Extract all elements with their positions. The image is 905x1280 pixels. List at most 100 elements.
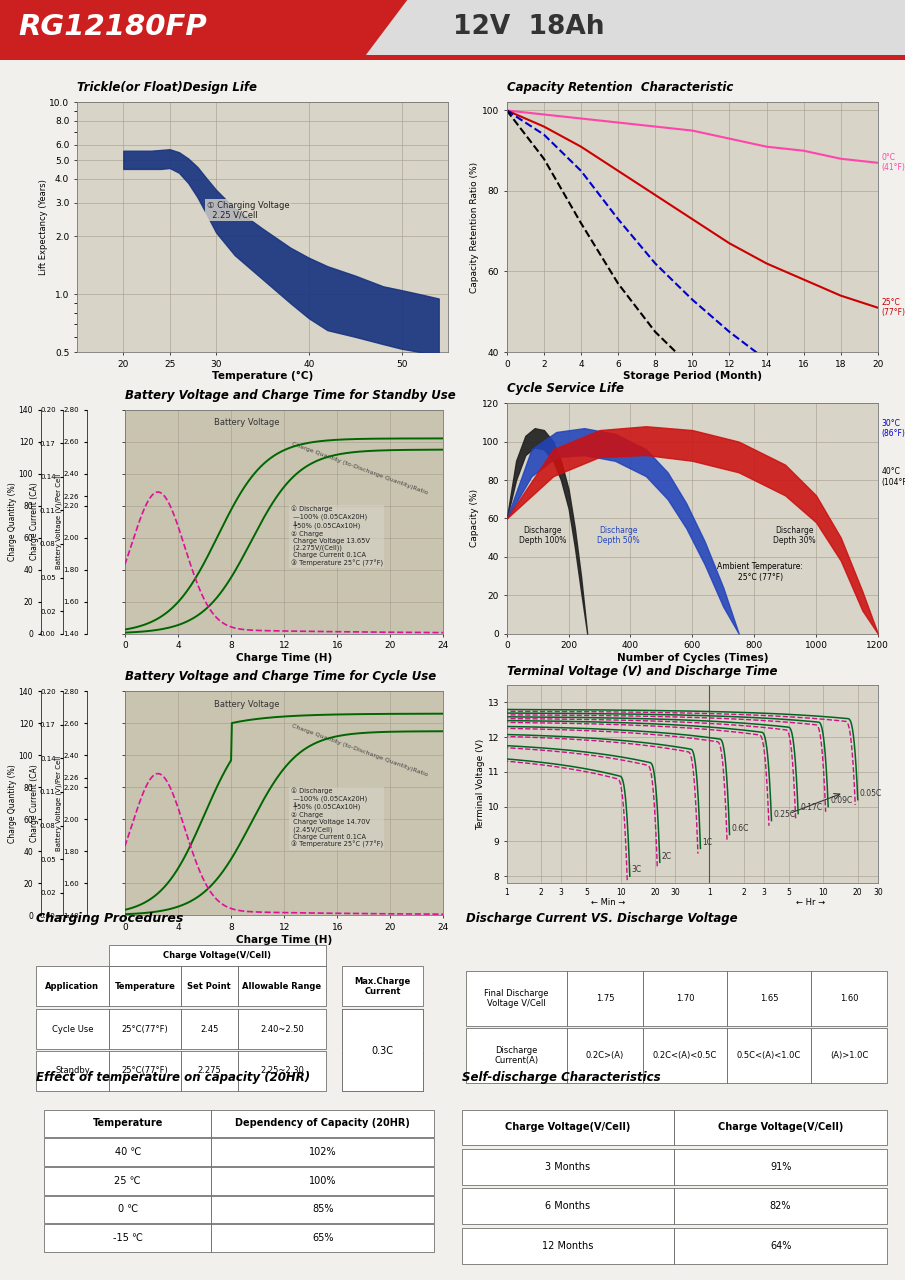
Text: 2.25~2.30: 2.25~2.30 (260, 1066, 304, 1075)
Text: 3C: 3C (632, 865, 642, 874)
FancyBboxPatch shape (567, 972, 643, 1027)
Text: Charge Voltage(V/Cell): Charge Voltage(V/Cell) (164, 951, 272, 960)
Text: 2.45: 2.45 (200, 1025, 219, 1034)
Text: 0.25C: 0.25C (774, 810, 795, 819)
Y-axis label: Battery Voltage (V)/Per Cell: Battery Voltage (V)/Per Cell (55, 474, 62, 570)
Text: 30: 30 (671, 888, 680, 897)
Text: Battery Voltage: Battery Voltage (214, 419, 280, 428)
Text: Charge Voltage(V/Cell): Charge Voltage(V/Cell) (718, 1123, 843, 1133)
FancyBboxPatch shape (237, 966, 326, 1006)
Text: Battery Voltage and Charge Time for Cycle Use: Battery Voltage and Charge Time for Cycl… (125, 671, 436, 684)
FancyBboxPatch shape (181, 1051, 237, 1091)
Text: ← Hr →: ← Hr → (796, 897, 825, 906)
Text: 0.6C: 0.6C (731, 824, 748, 833)
FancyBboxPatch shape (674, 1188, 887, 1224)
FancyBboxPatch shape (44, 1110, 212, 1137)
Text: Set Point: Set Point (187, 982, 232, 991)
Text: 2.275: 2.275 (197, 1066, 221, 1075)
Text: 0.3C: 0.3C (372, 1046, 394, 1056)
Text: 6 Months: 6 Months (546, 1201, 590, 1211)
Y-axis label: Capacity (%): Capacity (%) (470, 489, 479, 548)
X-axis label: Storage Period (Month): Storage Period (Month) (623, 371, 762, 381)
FancyBboxPatch shape (237, 1010, 326, 1050)
Text: Discharge
Depth 100%: Discharge Depth 100% (519, 526, 566, 545)
Text: 1.65: 1.65 (760, 995, 778, 1004)
Text: Discharge
Depth 30%: Discharge Depth 30% (773, 526, 815, 545)
Y-axis label: Lift Expectancy (Years): Lift Expectancy (Years) (39, 179, 48, 275)
X-axis label: Charge Time (H): Charge Time (H) (236, 653, 332, 663)
Text: (A)>1.0C: (A)>1.0C (830, 1051, 868, 1060)
Text: Terminal Voltage (V) and Discharge Time: Terminal Voltage (V) and Discharge Time (507, 664, 777, 678)
Text: 0.2C>(A): 0.2C>(A) (586, 1051, 624, 1060)
Text: 25°C
(77°F): 25°C (77°F) (881, 298, 905, 317)
Text: ① Discharge
 —100% (0.05CAx20H)
 ╄50% (0.05CAx10H)
② Charge
 Charge Voltage 13.6: ① Discharge —100% (0.05CAx20H) ╄50% (0.0… (291, 506, 383, 567)
FancyBboxPatch shape (567, 1028, 643, 1083)
FancyBboxPatch shape (212, 1224, 434, 1252)
Y-axis label: Terminal Voltage (V): Terminal Voltage (V) (476, 739, 485, 829)
Text: 3: 3 (761, 888, 767, 897)
Text: 64%: 64% (770, 1240, 791, 1251)
Text: ← Min →: ← Min → (591, 897, 625, 906)
Text: 0.17C: 0.17C (800, 803, 822, 812)
X-axis label: Number of Cycles (Times): Number of Cycles (Times) (616, 653, 768, 663)
FancyBboxPatch shape (727, 972, 811, 1027)
Text: Charging Procedures: Charging Procedures (36, 911, 184, 925)
Text: 100%: 100% (310, 1176, 337, 1185)
FancyBboxPatch shape (462, 1228, 674, 1263)
Text: Max.Charge
Current: Max.Charge Current (355, 977, 411, 996)
Text: 2.40~2.50: 2.40~2.50 (260, 1025, 304, 1034)
Text: 102%: 102% (310, 1147, 337, 1157)
Text: Standby: Standby (55, 1066, 90, 1075)
Polygon shape (0, 0, 407, 60)
Text: 0°C
(41°F): 0°C (41°F) (881, 154, 905, 173)
Text: 65%: 65% (312, 1233, 334, 1243)
Text: 1C: 1C (702, 837, 712, 846)
Text: Application: Application (45, 982, 100, 991)
FancyBboxPatch shape (466, 1028, 567, 1083)
Text: 2: 2 (538, 888, 544, 897)
Text: 30: 30 (873, 888, 882, 897)
FancyBboxPatch shape (342, 1010, 423, 1050)
Text: ① Charging Voltage
  2.25 V/Cell: ① Charging Voltage 2.25 V/Cell (207, 201, 290, 220)
FancyBboxPatch shape (36, 966, 109, 1006)
FancyBboxPatch shape (643, 972, 727, 1027)
Text: 12V  18Ah: 12V 18Ah (452, 14, 604, 40)
Text: Self-discharge Characteristics: Self-discharge Characteristics (462, 1071, 660, 1084)
Text: 40°C
(104°F): 40°C (104°F) (881, 467, 905, 486)
Text: 2: 2 (741, 888, 746, 897)
FancyBboxPatch shape (36, 1010, 109, 1050)
FancyBboxPatch shape (36, 1051, 109, 1091)
Text: 1: 1 (707, 888, 712, 897)
Y-axis label: Charge Quantity (%): Charge Quantity (%) (8, 483, 17, 561)
Text: Temperature: Temperature (92, 1119, 163, 1129)
Text: 25 ℃: 25 ℃ (114, 1176, 141, 1185)
Text: Charge Voltage(V/Cell): Charge Voltage(V/Cell) (505, 1123, 631, 1133)
Y-axis label: Charge Current (CA): Charge Current (CA) (30, 764, 39, 842)
Text: 1: 1 (504, 888, 510, 897)
Text: Dependency of Capacity (20HR): Dependency of Capacity (20HR) (235, 1119, 410, 1129)
Text: Charge Quantity (to-Discharge Quantity)Ratio: Charge Quantity (to-Discharge Quantity)R… (291, 723, 428, 777)
X-axis label: Charge Time (H): Charge Time (H) (236, 934, 332, 945)
Text: 10: 10 (616, 888, 625, 897)
Text: Charge Quantity (to-Discharge Quantity)Ratio: Charge Quantity (to-Discharge Quantity)R… (291, 442, 428, 495)
Y-axis label: Charge Quantity (%): Charge Quantity (%) (8, 764, 17, 842)
Text: 25°C(77°F): 25°C(77°F) (121, 1025, 168, 1034)
Text: 1.70: 1.70 (676, 995, 694, 1004)
FancyBboxPatch shape (674, 1228, 887, 1263)
Text: 20: 20 (853, 888, 862, 897)
FancyBboxPatch shape (44, 1196, 212, 1224)
Text: -15 ℃: -15 ℃ (113, 1233, 143, 1243)
FancyBboxPatch shape (342, 1010, 423, 1091)
FancyBboxPatch shape (811, 1028, 887, 1083)
Text: 12 Months: 12 Months (542, 1240, 594, 1251)
Text: 40 ℃: 40 ℃ (115, 1147, 141, 1157)
FancyBboxPatch shape (342, 966, 423, 1006)
Text: ① Discharge
 —100% (0.05CAx20H)
 ╄50% (0.05CAx10H)
② Charge
 Charge Voltage 14.7: ① Discharge —100% (0.05CAx20H) ╄50% (0.0… (291, 787, 383, 849)
FancyBboxPatch shape (212, 1167, 434, 1194)
FancyBboxPatch shape (462, 1188, 674, 1224)
Text: Trickle(or Float)Design Life: Trickle(or Float)Design Life (77, 81, 257, 93)
Text: Final Discharge
Voltage V/Cell: Final Discharge Voltage V/Cell (484, 989, 548, 1009)
Text: 0.2C<(A)<0.5C: 0.2C<(A)<0.5C (653, 1051, 717, 1060)
FancyBboxPatch shape (181, 966, 237, 1006)
Text: 1.60: 1.60 (840, 995, 858, 1004)
